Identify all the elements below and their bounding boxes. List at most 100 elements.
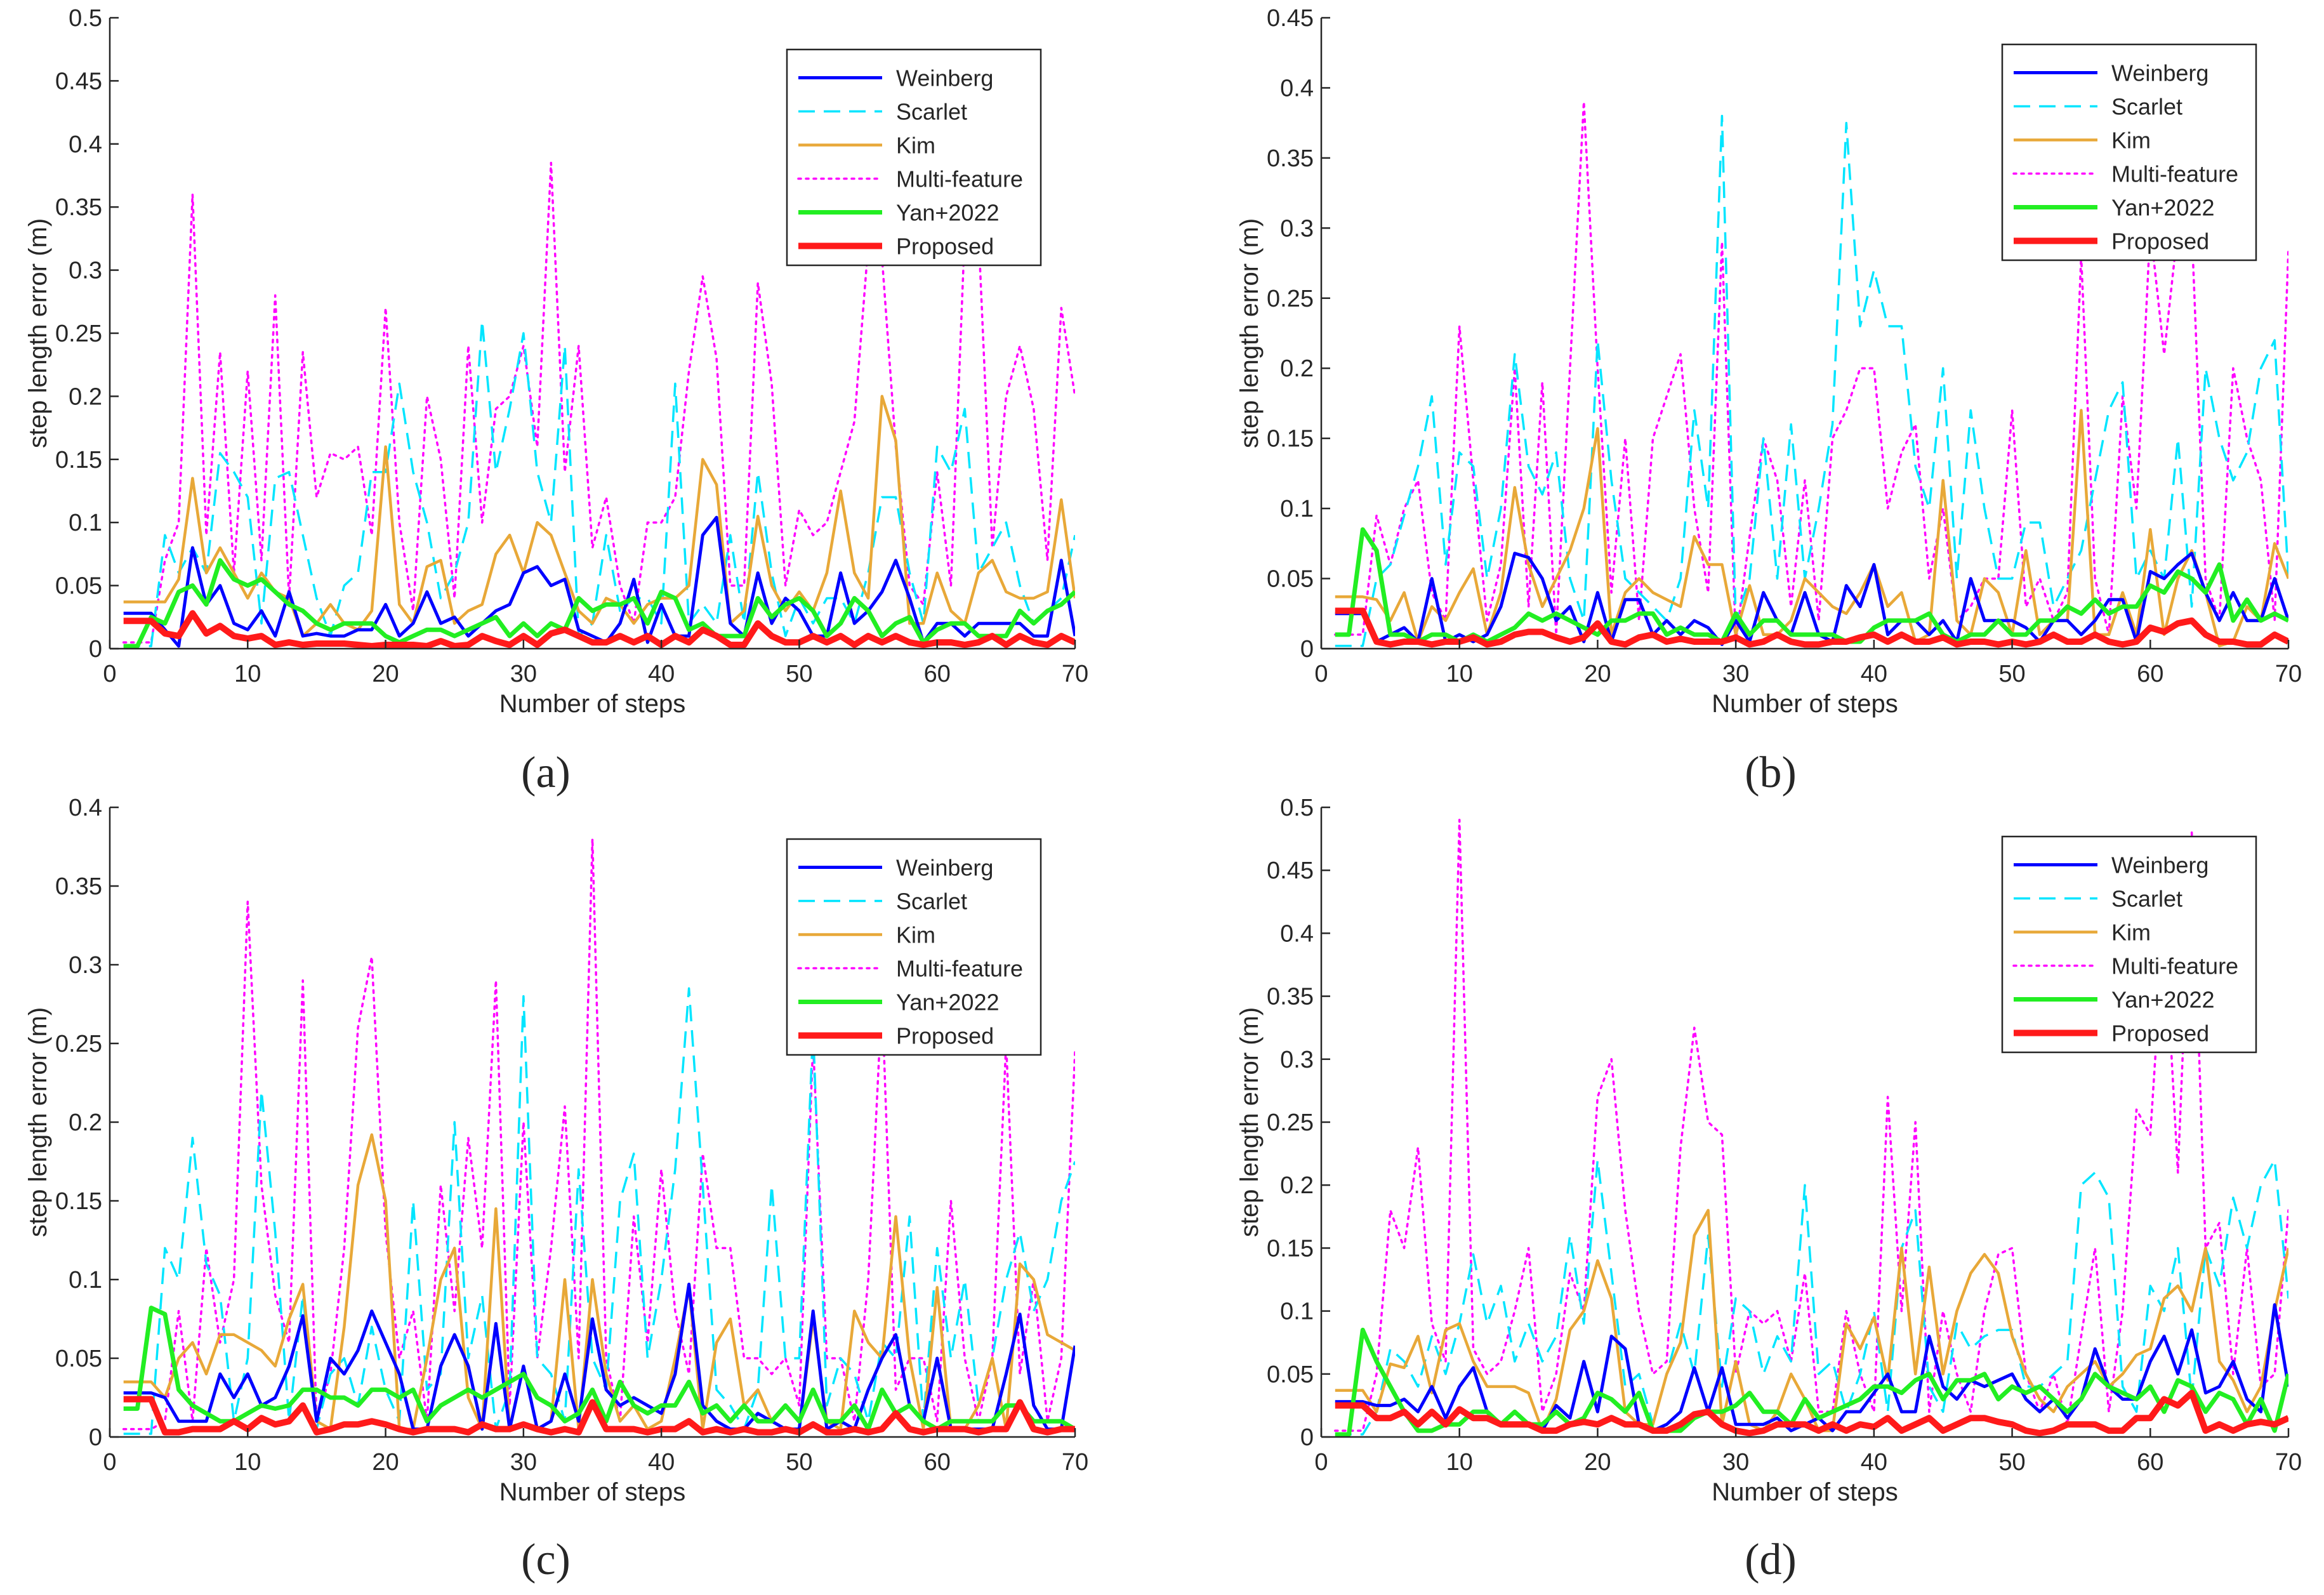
chart-panel-1: 0 10 20 30 40 50 60 70 0 0.05 0.1 0.15 0.2 0.25 0.3 0.3… xyxy=(24,5,1088,797)
legend-label: Kim xyxy=(896,922,935,948)
legend-label: Weinberg xyxy=(896,65,993,91)
y-axis-label: step length error (m) xyxy=(1236,1007,1264,1237)
x-tick-label: 60 xyxy=(924,1449,951,1476)
legend-box xyxy=(786,48,1042,267)
legend-label: Kim xyxy=(2111,920,2151,946)
series-line-scarlet xyxy=(123,987,1075,1435)
series-group xyxy=(1334,819,2288,1437)
x-tick-label: 30 xyxy=(1722,661,1749,687)
series-line-kim xyxy=(1335,409,2288,647)
series-line-scarlet xyxy=(1335,114,2288,647)
legend-box xyxy=(2001,43,2257,261)
y-tick-label: 0.3 xyxy=(1280,1047,1314,1073)
legend-label: Proposed xyxy=(2111,228,2209,255)
y-tick-label: 0.25 xyxy=(1267,286,1314,312)
legend: Weinberg Scarlet Kim Multi-feature Yan+2022 P… xyxy=(2001,835,2257,1054)
x-tick-label: 20 xyxy=(372,661,399,687)
series-line-yan-2022 xyxy=(123,1306,1075,1432)
series-line-yan-2022 xyxy=(1335,527,2288,644)
series-line-proposed xyxy=(1335,1389,2288,1436)
series-line-proposed xyxy=(1335,607,2288,648)
legend-label: Yan+2022 xyxy=(2111,195,2215,221)
legend-label: Proposed xyxy=(896,234,994,260)
x-tick-label: 30 xyxy=(1722,1449,1749,1476)
y-tick-label: 0.15 xyxy=(1267,1235,1314,1262)
legend-label: Weinberg xyxy=(896,855,993,881)
series-line-weinberg xyxy=(1335,552,2288,646)
y-tick-label: 0.1 xyxy=(69,1267,102,1294)
x-axis-label: Number of steps xyxy=(1712,690,1898,718)
x-axis-label: Number of steps xyxy=(1712,1478,1898,1506)
y-tick-label: 0.1 xyxy=(69,510,102,536)
x-tick-label: 70 xyxy=(2275,661,2302,687)
legend-label: Proposed xyxy=(896,1023,994,1049)
x-tick-label: 10 xyxy=(1446,661,1473,687)
legend-label: Proposed xyxy=(2111,1021,2209,1047)
y-tick-label: 0.45 xyxy=(55,68,102,95)
y-tick-label: 0.05 xyxy=(55,573,102,600)
x-tick-label: 50 xyxy=(1998,661,2025,687)
y-tick-label: 0.45 xyxy=(1267,857,1314,884)
legend-label: Weinberg xyxy=(2111,60,2208,86)
chart-panel-2: 0 10 20 30 40 50 60 70 0 0.05 0.1 0.15 0.2 0.25 0.3 0.3… xyxy=(1236,5,2302,797)
y-tick-label: 0.1 xyxy=(1280,1299,1314,1325)
x-tick-label: 30 xyxy=(510,1449,537,1476)
y-tick-label: 0.5 xyxy=(1280,795,1314,821)
legend-label: Weinberg xyxy=(2111,852,2208,878)
legend: Weinberg Scarlet Kim Multi-feature Yan+2022 P… xyxy=(786,838,1042,1056)
x-tick-label: 40 xyxy=(648,661,675,687)
legend-label: Multi-feature xyxy=(2111,161,2238,187)
y-tick-label: 0.35 xyxy=(55,873,102,900)
legend-box xyxy=(786,838,1042,1056)
series-line-yan-2022 xyxy=(123,558,1075,649)
legend-label: Scarlet xyxy=(2111,886,2182,912)
y-tick-label: 0.2 xyxy=(1280,1172,1314,1199)
x-tick-label: 0 xyxy=(103,661,116,687)
series-line-scarlet xyxy=(123,319,1075,647)
y-tick-label: 0.25 xyxy=(55,1031,102,1057)
legend-label: Multi-feature xyxy=(2111,953,2238,979)
series-line-multi-feature xyxy=(122,837,1075,1431)
series-line-multi-feature xyxy=(1334,819,2288,1432)
legend-label: Multi-feature xyxy=(896,166,1023,192)
series-line-proposed xyxy=(123,1396,1075,1436)
x-tick-label: 20 xyxy=(1584,661,1611,687)
legend-label: Scarlet xyxy=(2111,94,2182,120)
legend-box xyxy=(2001,835,2257,1054)
y-tick-label: 0.15 xyxy=(1267,426,1314,453)
x-tick-label: 50 xyxy=(786,661,812,687)
x-tick-label: 40 xyxy=(1861,1449,1887,1476)
y-tick-label: 0.05 xyxy=(55,1346,102,1372)
legend-label: Yan+2022 xyxy=(896,200,1000,226)
legend-label: Kim xyxy=(896,133,935,159)
chart-panel-4: 0 10 20 30 40 50 60 70 0 0.05 0.1 0.15 0.2 0.25 0.3 0.3… xyxy=(1236,795,2302,1584)
y-tick-label: 0.15 xyxy=(55,1188,102,1215)
x-tick-label: 10 xyxy=(1446,1449,1473,1476)
series-line-kim xyxy=(1335,1208,2288,1433)
y-tick-label: 0.25 xyxy=(1267,1109,1314,1136)
panel-label: (b) xyxy=(1745,748,1797,797)
y-tick-label: 0.4 xyxy=(69,795,102,821)
x-tick-label: 60 xyxy=(2137,661,2163,687)
x-tick-label: 20 xyxy=(372,1449,399,1476)
x-tick-label: 20 xyxy=(1584,1449,1611,1476)
y-tick-label: 0 xyxy=(89,636,102,663)
x-tick-label: 70 xyxy=(1062,661,1088,687)
y-axis-label: step length error (m) xyxy=(1236,218,1264,448)
y-axis-label: step length error (m) xyxy=(24,1007,52,1237)
legend: Weinberg Scarlet Kim Multi-feature Yan+2022 P… xyxy=(2001,43,2257,261)
series-line-kim xyxy=(123,1133,1075,1431)
y-tick-label: 0 xyxy=(89,1424,102,1451)
y-tick-label: 0.45 xyxy=(1267,5,1314,32)
series-line-multi-feature xyxy=(1334,100,2288,643)
legend-label: Scarlet xyxy=(896,889,967,915)
x-tick-label: 60 xyxy=(924,661,951,687)
legend-label: Yan+2022 xyxy=(896,989,1000,1016)
x-tick-label: 40 xyxy=(648,1449,675,1476)
x-tick-label: 10 xyxy=(234,661,261,687)
x-tick-label: 30 xyxy=(510,661,537,687)
x-axis-label: Number of steps xyxy=(499,690,685,718)
y-tick-label: 0.05 xyxy=(1267,1361,1314,1388)
y-tick-label: 0.15 xyxy=(55,447,102,473)
